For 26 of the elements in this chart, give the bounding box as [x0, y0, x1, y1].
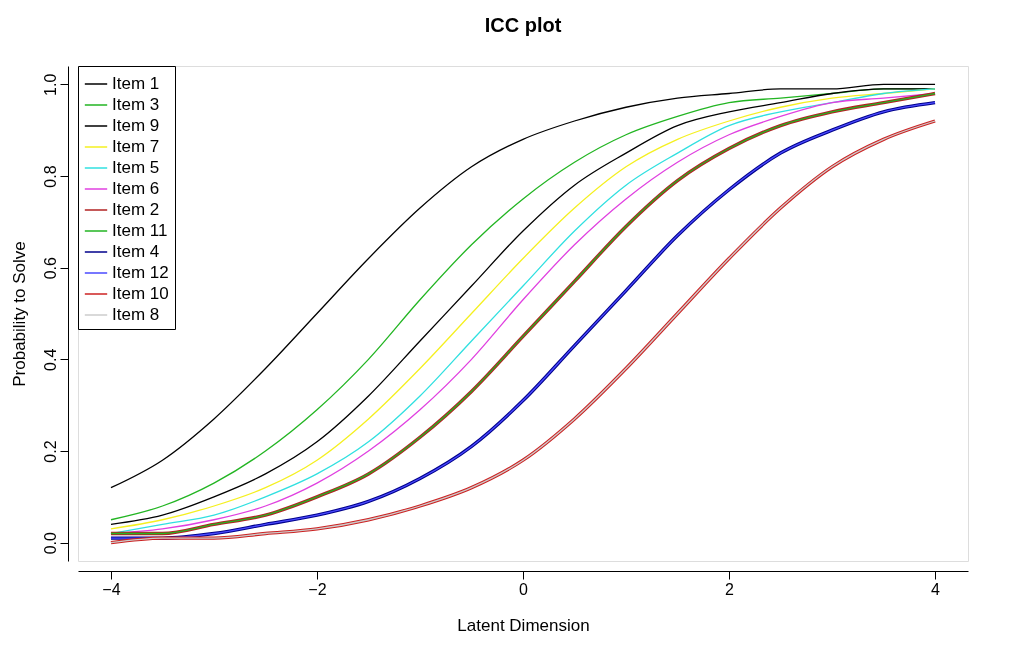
legend-label: Item 2 — [112, 200, 160, 219]
x-tick-label: 2 — [725, 580, 735, 598]
y-tick-label: 0.8 — [41, 165, 59, 188]
x-tick-label: −2 — [308, 580, 327, 598]
legend-label: Item 3 — [112, 95, 160, 114]
x-tick-label: −4 — [102, 580, 121, 598]
legend-label: Item 1 — [112, 74, 160, 93]
x-tick-label: 4 — [931, 580, 941, 598]
y-tick-label: 0.2 — [41, 440, 59, 463]
x-tick-label: 0 — [519, 580, 529, 598]
legend-label: Item 4 — [112, 242, 160, 261]
legend-label: Item 7 — [112, 137, 160, 156]
legend-label: Item 9 — [112, 116, 160, 135]
legend-label: Item 5 — [112, 158, 160, 177]
legend-label: Item 10 — [112, 284, 169, 303]
legend-label: Item 11 — [112, 221, 168, 240]
y-tick-label: 1.0 — [41, 73, 59, 96]
legend-label: Item 8 — [112, 305, 160, 324]
chart-title: ICC plot — [484, 13, 562, 36]
x-axis-title: Latent Dimension — [457, 615, 590, 635]
y-tick-label: 0.4 — [41, 348, 59, 371]
y-tick-label: 0.6 — [41, 256, 59, 280]
legend-label: Item 12 — [112, 263, 169, 282]
legend-label: Item 6 — [112, 179, 160, 198]
y-tick-label: 0.0 — [41, 531, 59, 555]
y-axis-title: Probability to Solve — [9, 241, 29, 387]
